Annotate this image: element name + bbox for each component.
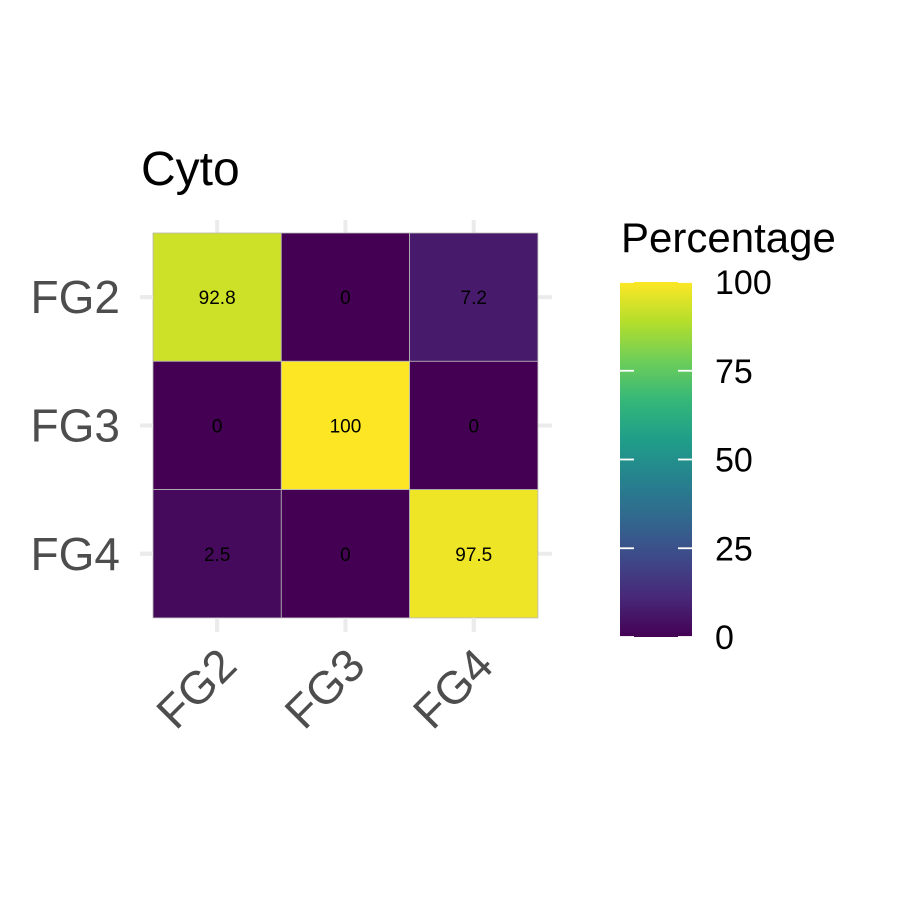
cell-value-label: 0 — [212, 416, 223, 437]
legend-tick-label: 50 — [715, 442, 753, 480]
x-tick-label: FG3 — [274, 638, 374, 738]
cell-value-label: 0 — [468, 416, 479, 437]
heatmap-cell — [152, 489, 282, 619]
heatmap-cell — [152, 360, 282, 490]
y-tick-label: FG3 — [31, 399, 120, 451]
y-tick-label: FG4 — [31, 528, 120, 580]
cell-value-label: 7.2 — [461, 288, 487, 309]
y-tick-label: FG2 — [31, 271, 120, 323]
cell-value-label: 0 — [340, 288, 351, 309]
x-axis: FG2 FG3 FG4 — [146, 617, 503, 738]
heatmap-cell — [409, 360, 539, 490]
heatmap-cell — [409, 232, 539, 362]
heatmap-cells — [152, 232, 539, 619]
chart-title: Cyto — [141, 143, 240, 196]
color-legend: Percentage 0 25 50 75 100 — [620, 214, 836, 657]
legend-tick-label: 75 — [715, 353, 753, 391]
heatmap-cell — [280, 489, 410, 619]
cell-value-label: 92.8 — [199, 288, 236, 309]
heatmap-cell — [280, 360, 410, 490]
legend-tick-label: 100 — [715, 264, 772, 302]
cell-value-label: 97.5 — [455, 545, 492, 566]
x-tick-label: FG4 — [403, 638, 503, 738]
cell-labels: 92.8 0 7.2 0 100 0 2.5 0 97.5 — [199, 288, 493, 566]
cell-value-label: 2.5 — [204, 545, 230, 566]
cell-value-label: 100 — [330, 416, 362, 437]
legend-title: Percentage — [621, 214, 836, 261]
y-axis: FG2 FG3 FG4 — [31, 271, 153, 580]
legend-tick-label: 0 — [715, 619, 734, 657]
legend-tick-label: 25 — [715, 530, 753, 568]
x-tick-label: FG2 — [146, 638, 246, 738]
cell-value-label: 0 — [340, 545, 351, 566]
